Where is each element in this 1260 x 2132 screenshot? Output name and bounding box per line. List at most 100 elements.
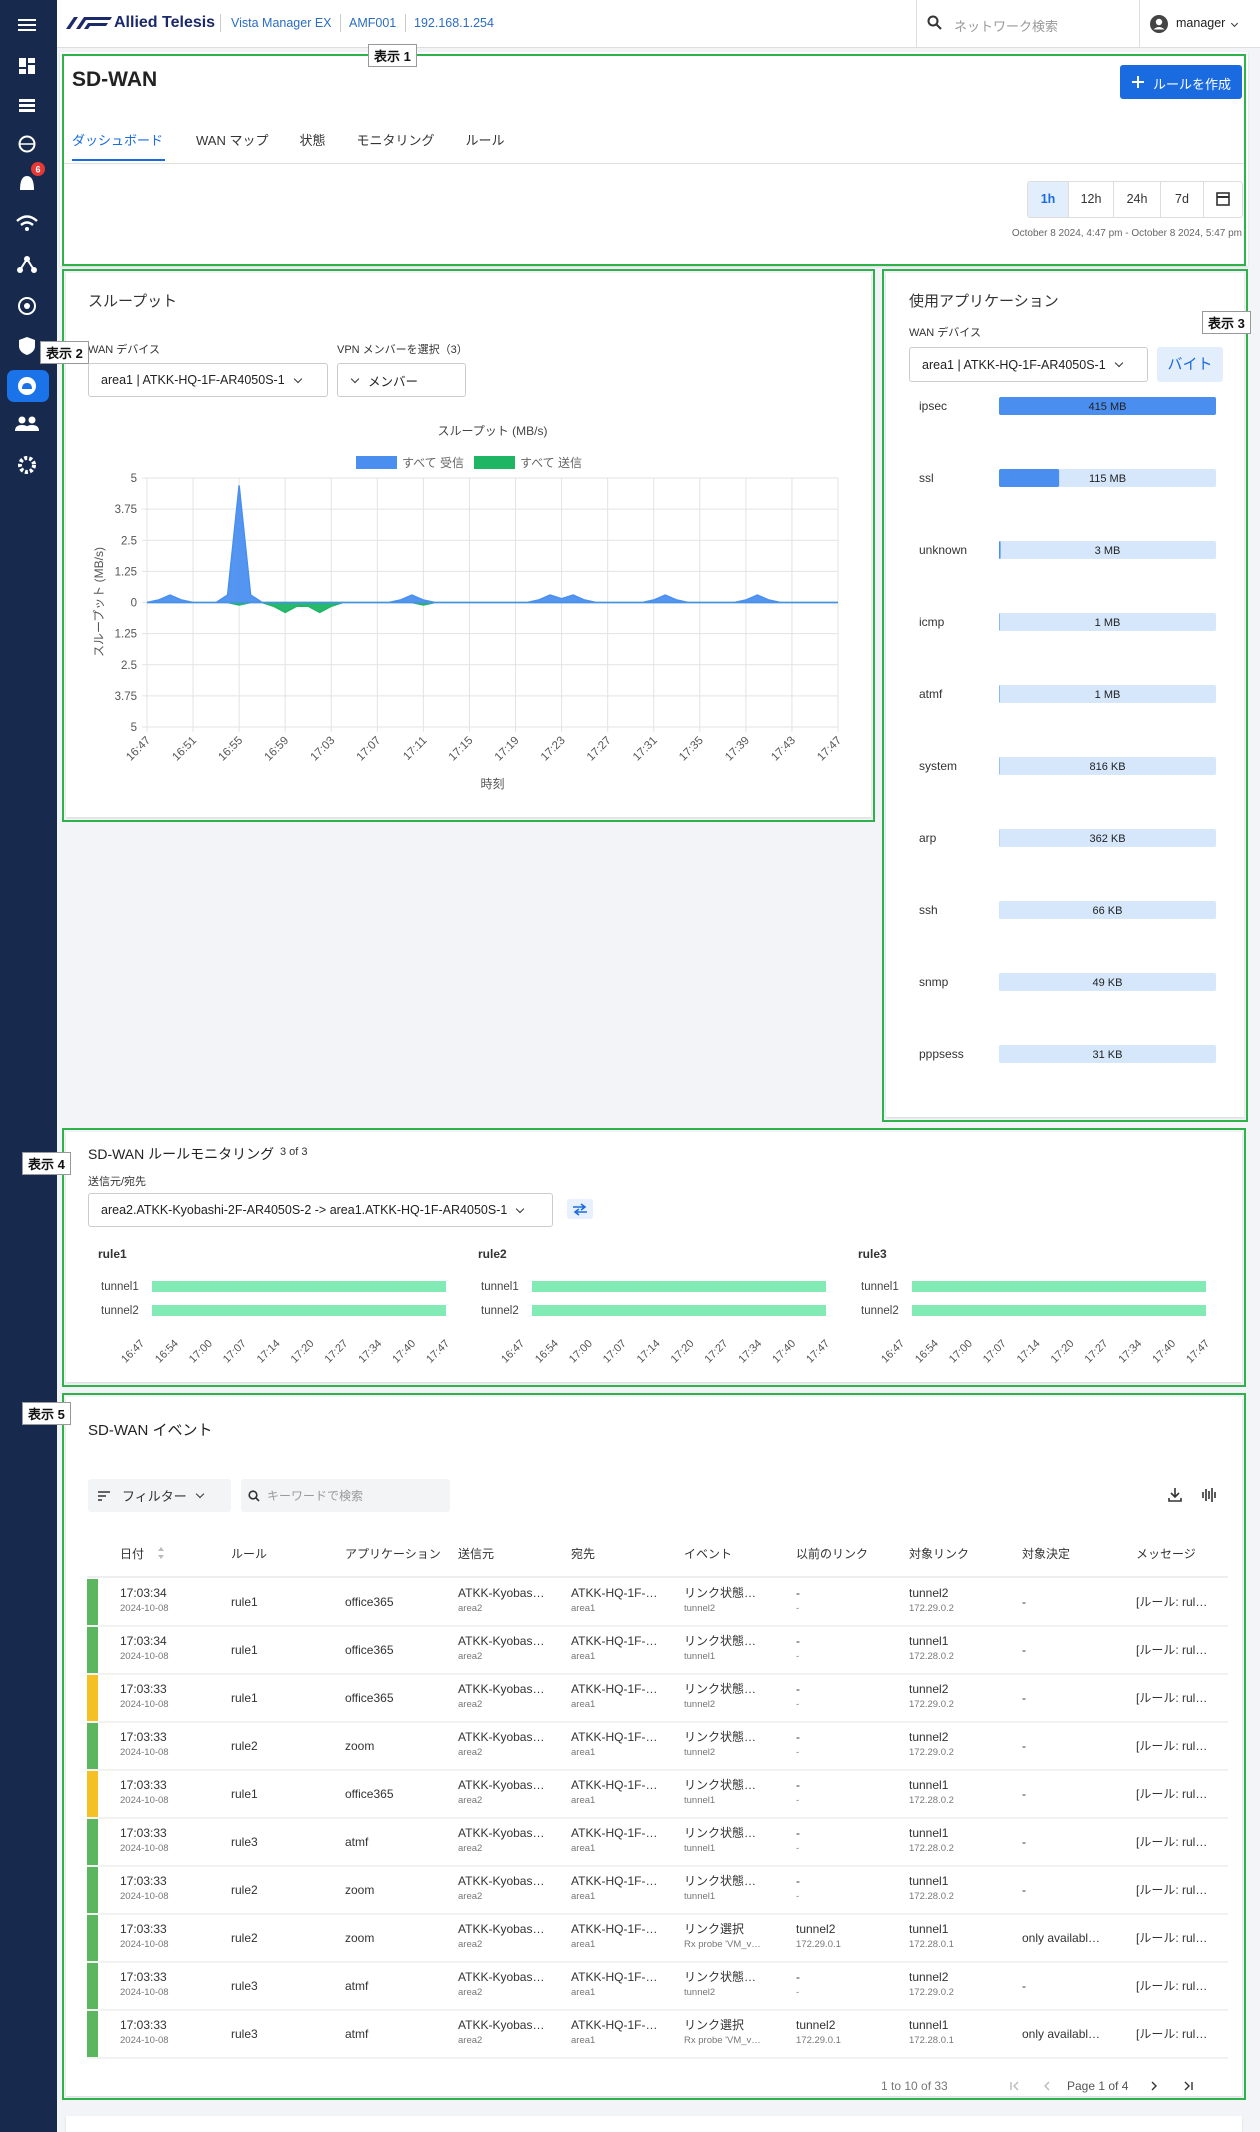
cell-text: 17:03:33: [120, 1682, 167, 1696]
cell-text: ATKK-Kyobas…: [458, 1778, 544, 1792]
user-menu[interactable]: manager: [1176, 16, 1226, 30]
cell-subtext: 2024-10-08: [120, 1699, 169, 1710]
cell-subtext: 172.28.0.1: [909, 1939, 954, 1950]
time-range-button[interactable]: 1h: [1028, 182, 1069, 217]
cell-text: -: [796, 1634, 800, 1648]
panel-title: SD-WAN ルールモニタリング: [88, 1146, 275, 1162]
pair-select[interactable]: area2.ATKK-Kyobashi-2F-AR4050S-2 -> area…: [88, 1193, 553, 1227]
time-range-button[interactable]: 24h: [1114, 182, 1161, 217]
app-name: arp: [919, 831, 937, 845]
rule-name: rule3: [858, 1247, 887, 1261]
cell-subtext: 172.28.0.2: [909, 1651, 954, 1662]
cell-text: ATKK-Kyobas…: [458, 1874, 544, 1888]
cell-text: zoom: [345, 1883, 374, 1897]
unit-toggle[interactable]: バイト: [1157, 347, 1223, 382]
cell-text: ATKK-HQ-1F-…: [571, 1682, 657, 1696]
area-series: [146, 485, 838, 604]
app-name: atmf: [919, 687, 943, 701]
field-label: WAN デバイス: [88, 344, 160, 356]
cell-text: リンク状態…: [684, 1585, 756, 1600]
cell-text: rule2: [231, 1931, 258, 1945]
tab-divider: [62, 163, 1246, 164]
brand: Allied Telesis: [114, 14, 216, 31]
field-label: WAN デバイス: [909, 327, 981, 339]
bar-value-label: 1 MB: [1095, 689, 1121, 701]
callout-label: 表示 2: [40, 341, 89, 364]
cell-text: リンク選択: [684, 2018, 744, 2032]
cell-subtext: area1: [571, 1843, 595, 1854]
cell-text: 17:03:33: [120, 1874, 167, 1888]
member-button[interactable]: メンバー: [337, 363, 466, 397]
cell-text: office365: [345, 1643, 394, 1657]
cell-text: tunnel1: [909, 1634, 949, 1648]
cell-text: atmf: [345, 1979, 369, 1993]
keyword-search[interactable]: キーワードで検索: [241, 1479, 450, 1512]
cell-text: -: [796, 1586, 800, 1600]
callout-label: 表示 4: [22, 1152, 71, 1175]
cell-text: リンク状態…: [684, 1633, 756, 1648]
tab[interactable]: WAN マップ: [196, 133, 269, 148]
divider: [340, 14, 341, 32]
product[interactable]: Vista Manager EX: [231, 16, 332, 30]
cell-text: -: [1022, 1691, 1026, 1705]
time-range-button[interactable]: 7d: [1161, 182, 1204, 217]
calendar-button[interactable]: [1204, 182, 1242, 217]
tab[interactable]: モニタリング: [356, 133, 435, 148]
cell-subtext: 2024-10-08: [120, 1891, 169, 1902]
tab[interactable]: 状態: [299, 133, 326, 148]
cell-text: ATKK-Kyobas…: [458, 1682, 544, 1696]
cell-subtext: tunnel2: [684, 1747, 715, 1758]
time-range-group: 1h 12h 24h 7d: [1027, 181, 1243, 218]
swap-button[interactable]: [567, 1199, 593, 1219]
wan-select[interactable]: area1 | ATKK-HQ-1F-AR4050S-1: [88, 363, 328, 397]
cell-subtext: 172.28.0.2: [909, 1843, 954, 1854]
columns-button[interactable]: [1200, 1486, 1218, 1504]
cell-text: rule1: [231, 1787, 258, 1801]
cell-subtext: area2: [458, 1747, 482, 1758]
cell-subtext: area2: [458, 1987, 482, 1998]
cell-subtext: -: [796, 1651, 799, 1662]
cell-subtext: 2024-10-08: [120, 1795, 169, 1806]
bar-value-label: 66 KB: [1093, 905, 1123, 917]
download-button[interactable]: [1166, 1486, 1184, 1504]
cell-text: rule2: [231, 1739, 258, 1753]
wan-select[interactable]: area1 | ATKK-HQ-1F-AR4050S-1: [909, 347, 1148, 382]
cell-subtext: Rx probe 'VM_v…: [684, 1939, 761, 1950]
cell-text: rule3: [231, 1979, 258, 1993]
cell-text: リンク状態…: [684, 1825, 756, 1840]
bar: [999, 397, 1216, 415]
app-name: pppsess: [919, 1047, 964, 1061]
cell-text: office365: [345, 1787, 394, 1801]
device[interactable]: AMF001: [349, 16, 397, 30]
cell-subtext: area1: [571, 2035, 595, 2046]
tab[interactable]: ルール: [465, 133, 505, 148]
tunnel-status-bar: [152, 1281, 446, 1292]
cell-subtext: 172.29.0.1: [796, 1939, 841, 1950]
cell-subtext: 172.28.0.1: [909, 2035, 954, 2046]
cell-text: ATKK-Kyobas…: [458, 1586, 544, 1600]
cell-text: 17:03:34: [120, 1634, 167, 1648]
cell-text: tunnel1: [909, 1922, 949, 1936]
cell-subtext: -: [796, 1891, 799, 1902]
cell-text: リンク選択: [684, 1922, 744, 1936]
search-input[interactable]: ネットワーク検索: [954, 19, 1059, 34]
cell-text: office365: [345, 1691, 394, 1705]
tab[interactable]: ダッシュボード: [72, 130, 166, 161]
cell-text: rule1: [231, 1643, 258, 1657]
cell-text: [ルール: rul…: [1136, 1979, 1207, 1993]
cell-text: tunnel2: [909, 1730, 949, 1744]
cell-text: 17:03:33: [120, 1730, 167, 1744]
cell-text: リンク状態…: [684, 1969, 756, 1984]
time-range-button[interactable]: 12h: [1069, 182, 1114, 217]
rule-name: rule1: [98, 1247, 127, 1261]
cell-text: -: [796, 1778, 800, 1792]
cell-text: [ルール: rul…: [1136, 1787, 1207, 1801]
bar-track: [999, 757, 1216, 775]
sort-icon[interactable]: [156, 1546, 166, 1560]
ip-address[interactable]: 192.168.1.254: [414, 16, 494, 30]
filter-button[interactable]: フィルター: [88, 1479, 231, 1512]
page-summary: 1 to 10 of 33: [881, 2079, 948, 2093]
cell-text: ATKK-HQ-1F-…: [571, 1730, 657, 1744]
y-tick-label: 1.25: [115, 566, 137, 578]
cell-text: rule3: [231, 2027, 258, 2041]
